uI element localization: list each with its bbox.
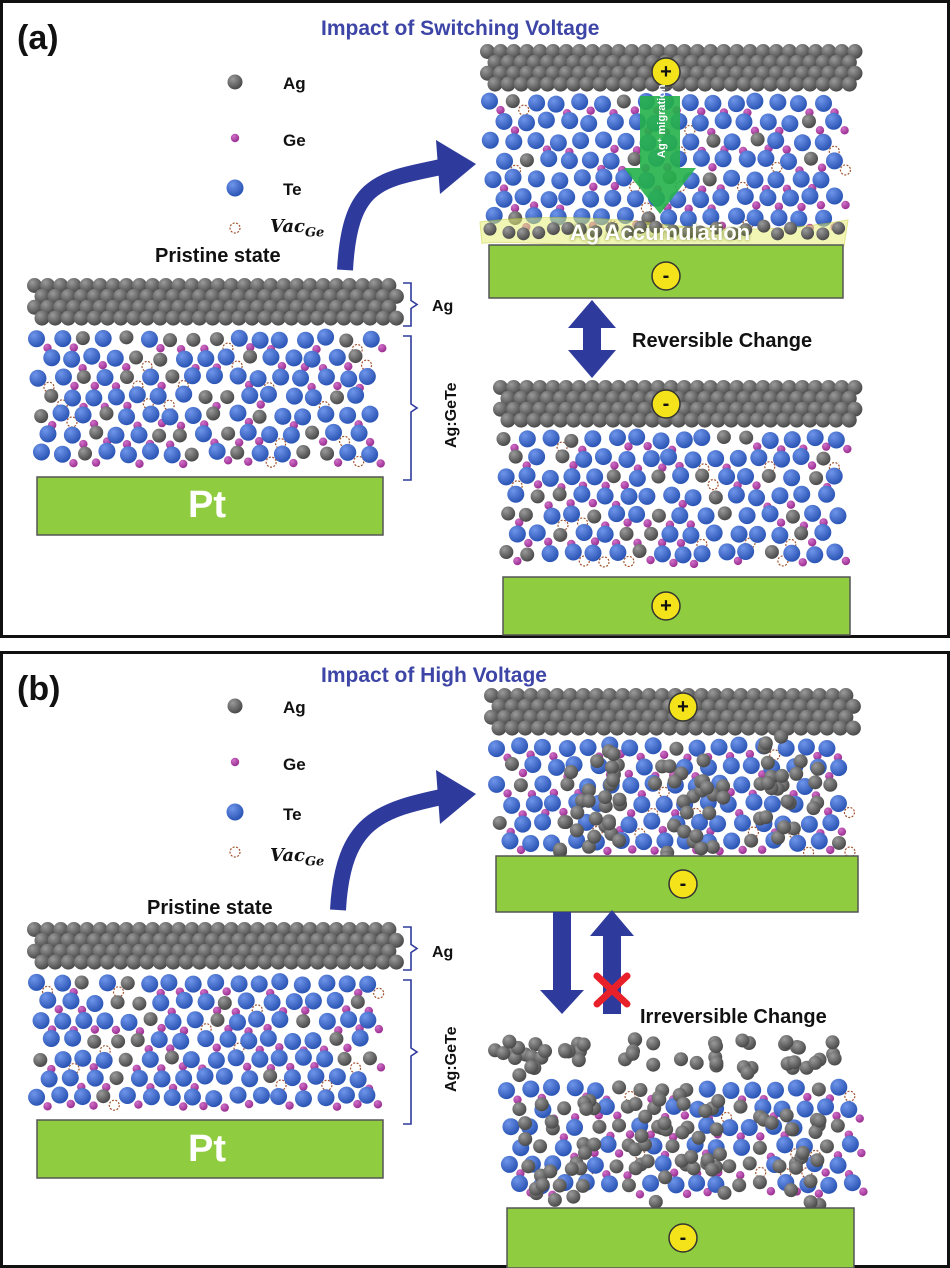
panel-a-label: (a): [17, 19, 59, 57]
svg-text:-: -: [680, 1227, 687, 1249]
panel-a-pristine-mix: [28, 328, 387, 469]
panel-a-ag-bracket: [403, 282, 419, 327]
panel-b-pristine-ag-layer: [27, 922, 404, 970]
panel-a-pt-label: Pt: [188, 484, 226, 526]
panel-b-aggete-bracket-label: Ag:GeTe: [443, 1026, 460, 1092]
panel-b-pristine-label: Pristine state: [147, 897, 273, 919]
panel-a-curved-arrow: [337, 140, 476, 271]
panel-a-migration-arrow: [624, 96, 696, 214]
panel-b-pristine-mix: [28, 973, 386, 1112]
svg-text:-: -: [680, 873, 687, 895]
panel-a-reset-ag-top: [493, 380, 863, 428]
panel-a-switched-bottom-sign: -: [651, 261, 681, 291]
panel-a-migration-label: Ag⁺ migration: [656, 84, 668, 158]
panel-b-pristine-pt: [36, 1119, 384, 1179]
panel-a-reset-bottom-sign: +: [651, 591, 681, 621]
svg-text:-: -: [663, 265, 670, 287]
panel-b-broken-ag-top: [488, 1032, 842, 1083]
panel-a-pristine-ag-layer: [27, 278, 404, 326]
legend-b-ag-label: Ag: [283, 698, 306, 717]
panel-a-accumulation-label: Ag Accumulation: [570, 220, 751, 245]
panel-a-switched-top-sign: +: [651, 57, 681, 87]
svg-text:+: +: [677, 696, 689, 718]
panel-a-pristine-label: Pristine state: [155, 245, 281, 267]
panel-b-ag-bracket-label: Ag: [432, 944, 454, 961]
panel-b-title: Impact of High Voltage: [321, 664, 547, 687]
panel-b-pt-label: Pt: [188, 1128, 226, 1170]
panel-a-ag-bracket-label: Ag: [432, 298, 454, 315]
panel-a-aggete-bracket: [403, 335, 419, 481]
panel-b-curved-arrow: [330, 770, 476, 911]
panel-a-reset-mix: [496, 428, 852, 569]
panel-a-title: Impact of Switching Voltage: [321, 17, 600, 40]
svg-text:-: -: [663, 393, 670, 415]
panel-b-ag-bracket: [403, 926, 419, 971]
panel-b-broken-bottom-sign: -: [668, 1223, 698, 1253]
legend-a-ag-label: Ag: [283, 74, 306, 93]
legend-b-vac-label: VacGe: [270, 845, 325, 870]
panel-b-high-filaments: [553, 729, 825, 865]
panel-a-legend-icons: [226, 74, 244, 234]
legend-a-ge-label: Ge: [283, 131, 306, 150]
panel-a-reversible-arrow: [568, 300, 616, 378]
panel-a-pristine-pt: [36, 476, 384, 536]
svg-text:+: +: [660, 61, 672, 83]
legend-a-te-label: Te: [283, 180, 302, 199]
panel-b-high-bottom-sign: -: [668, 869, 698, 899]
panel-a-reset-top-sign: -: [651, 389, 681, 419]
svg-text:+: +: [660, 595, 672, 617]
panel-b-irreversible-arrows: [540, 910, 634, 1014]
legend-b-ge-label: Ge: [283, 755, 306, 774]
panel-a-accumulated-ag: [483, 219, 846, 241]
panel-b-high-top-sign: +: [668, 692, 698, 722]
panel-b-label: (b): [17, 670, 61, 708]
panel-b-aggete-bracket: [403, 979, 419, 1125]
legend-b-te-label: Te: [283, 805, 302, 824]
panel-b-legend-icons: [226, 698, 244, 858]
panel-b-high-ag-top: [484, 688, 861, 736]
panel-b-broken-filaments: [518, 1088, 827, 1212]
panel-a-change-label: Reversible Change: [632, 330, 813, 352]
panel-b-change-label: Irreversible Change: [640, 1006, 827, 1028]
legend-a-vac-label: VacGe: [270, 216, 325, 241]
panel-a-aggete-bracket-label: Ag:GeTe: [443, 382, 460, 448]
